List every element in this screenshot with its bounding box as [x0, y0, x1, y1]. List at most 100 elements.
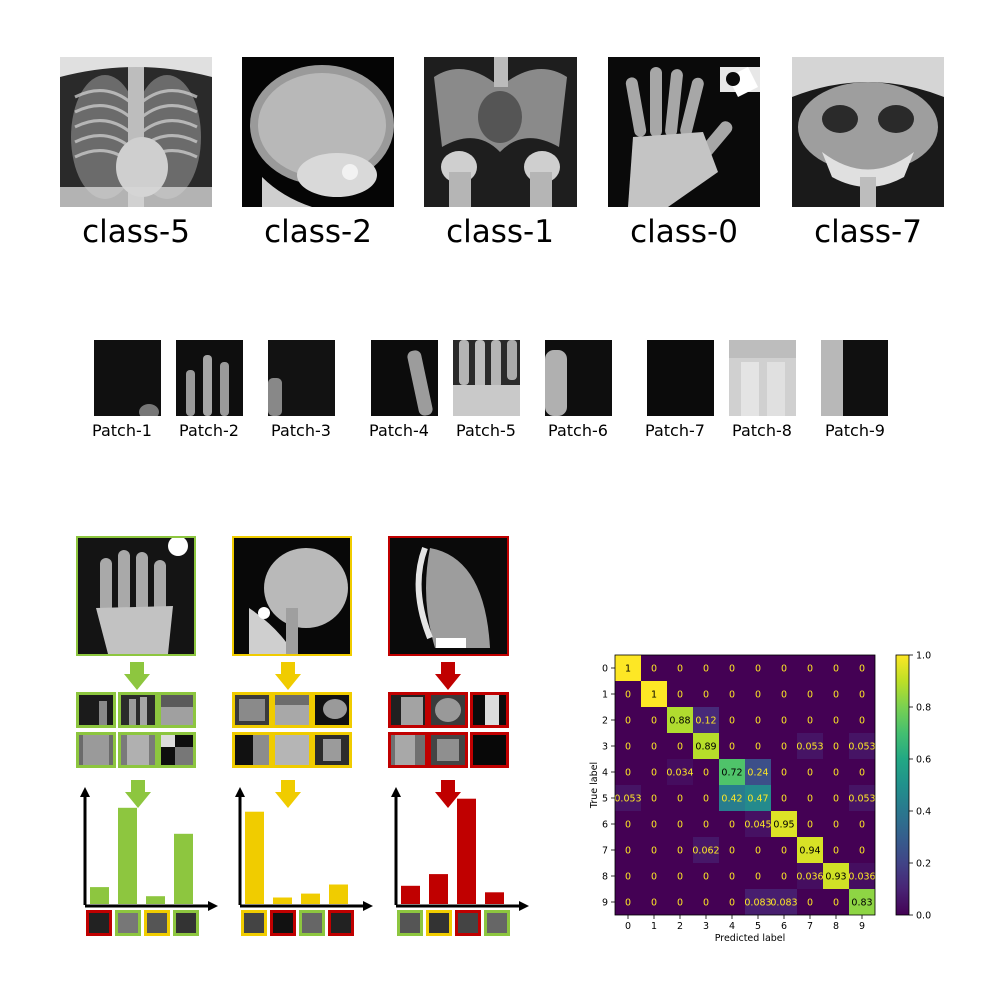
- hand-xray-image: [608, 57, 760, 207]
- y-tick-label: 6: [602, 820, 608, 831]
- heatmap-value: 0: [677, 898, 683, 909]
- heatmap-cell: [719, 785, 745, 811]
- colorbar-tick-label: 0.2: [916, 859, 931, 870]
- skull-xray-image: [242, 57, 394, 207]
- heatmap-cell: [745, 681, 771, 707]
- patch-tile: [158, 692, 196, 728]
- heatmap-cell: [693, 733, 719, 759]
- heatmap-value: 0: [651, 872, 657, 883]
- bin-thumbnail: [426, 910, 452, 936]
- heatmap-cell: [615, 733, 641, 759]
- heatmap-value: 0: [833, 742, 839, 753]
- patch-label: Patch-1: [92, 421, 152, 440]
- heatmap-value: 0: [755, 690, 761, 701]
- heatmap-value: 0: [625, 690, 631, 701]
- histogram-bar: [118, 807, 137, 904]
- histogram-bar: [146, 896, 165, 904]
- heatmap-value: 0: [833, 768, 839, 779]
- heatmap-cell: [823, 681, 849, 707]
- patch-tile: [272, 732, 312, 768]
- heatmap-cell: [641, 785, 667, 811]
- heatmap-cell: [849, 759, 875, 785]
- heatmap-value: 0: [729, 898, 735, 909]
- down-arrow-icon: [124, 662, 461, 808]
- heatmap-value: 0: [755, 742, 761, 753]
- y-tick-label: 2: [602, 716, 608, 727]
- x-tick-label: 0: [625, 921, 631, 932]
- histogram-bar: [429, 874, 448, 904]
- heatmap-cell: [641, 759, 667, 785]
- heatmap-value: 0: [729, 846, 735, 857]
- heatmap-value: 0: [833, 898, 839, 909]
- heatmap-value: 0.036: [848, 872, 875, 883]
- heatmap-cell: [823, 733, 849, 759]
- skull-lateral-xray-input: [232, 536, 352, 656]
- heatmap-value: 0.036: [796, 872, 823, 883]
- heatmap-cell: [771, 759, 797, 785]
- heatmap-value: 0: [833, 664, 839, 675]
- heatmap-value: 0: [755, 846, 761, 857]
- heatmap-value: 0.47: [747, 794, 768, 805]
- heatmap-cell: [745, 733, 771, 759]
- heatmap-cell: [849, 863, 875, 889]
- bin-thumbnail: [86, 910, 112, 936]
- heatmap-cell: [823, 785, 849, 811]
- heatmap-value: 0.72: [721, 768, 742, 779]
- heatmap-value: 0: [833, 846, 839, 857]
- patch-label: Patch-9: [825, 421, 885, 440]
- heatmap-value: 0: [703, 794, 709, 805]
- patch-label: Patch-8: [732, 421, 792, 440]
- heatmap-value: 0: [677, 664, 683, 675]
- heatmap-value: 0.95: [773, 820, 794, 831]
- heatmap-cell: [667, 811, 693, 837]
- y-tick-label: 3: [602, 742, 608, 753]
- heatmap-value: 0: [859, 716, 865, 727]
- heatmap-cell: [667, 681, 693, 707]
- skull-frontal-xray-image: [792, 57, 944, 207]
- heatmap-cell: [745, 811, 771, 837]
- heatmap-value: 0: [729, 742, 735, 753]
- heatmap-cell: [849, 811, 875, 837]
- heatmap-cell: [797, 681, 823, 707]
- pipeline-arrows: [80, 662, 529, 911]
- heatmap-cell: [797, 655, 823, 681]
- heatmap-value: 0: [807, 820, 813, 831]
- heatmap-value: 0: [859, 664, 865, 675]
- heatmap-cell: [745, 785, 771, 811]
- patch-tile: [76, 692, 116, 728]
- patch-image: [94, 340, 161, 416]
- heatmap-value: 0.034: [666, 768, 693, 779]
- heatmap-cell: [771, 785, 797, 811]
- heatmap-cell: [849, 681, 875, 707]
- heatmap-value: 0: [651, 820, 657, 831]
- heatmap-cell: [719, 759, 745, 785]
- heatmap-cell: [745, 707, 771, 733]
- heatmap-value: 0: [859, 768, 865, 779]
- y-tick-label: 0: [602, 664, 608, 675]
- bin-thumbnail: [299, 910, 325, 936]
- patch-tile: [470, 692, 509, 728]
- heatmap-cell: [797, 811, 823, 837]
- x-axis-label: Predicted label: [715, 933, 786, 944]
- heatmap-value: 0: [729, 690, 735, 701]
- heatmap-value: 0: [651, 794, 657, 805]
- heatmap-value: 0: [703, 872, 709, 883]
- heatmap-value: 0: [703, 664, 709, 675]
- heatmap-value: 0: [677, 690, 683, 701]
- heatmap-cell: [823, 707, 849, 733]
- patch-tile: [312, 732, 352, 768]
- heatmap-cell: [719, 733, 745, 759]
- heatmap-cell: [693, 889, 719, 915]
- histogram-bar: [301, 893, 320, 904]
- heatmap-cell: [641, 733, 667, 759]
- heatmap-values: 1 0 0 0 0 0 0 0 0 00 1 0 0 0 0 0 0 0 00 0 0.88 0.12 0 0 0 0 0 00 0 0 0…: [614, 664, 875, 909]
- heatmap-value: 0: [677, 820, 683, 831]
- heatmap-value: 0: [807, 690, 813, 701]
- heatmap-value: 0: [781, 664, 787, 675]
- heatmap-value: 0: [833, 820, 839, 831]
- heatmap-value: 0: [651, 898, 657, 909]
- heatmap-value: 0.12: [695, 716, 716, 727]
- heatmap-cell: [615, 863, 641, 889]
- bin-thumbnail: [397, 910, 423, 936]
- colorbar-tick-label: 0.4: [916, 807, 931, 818]
